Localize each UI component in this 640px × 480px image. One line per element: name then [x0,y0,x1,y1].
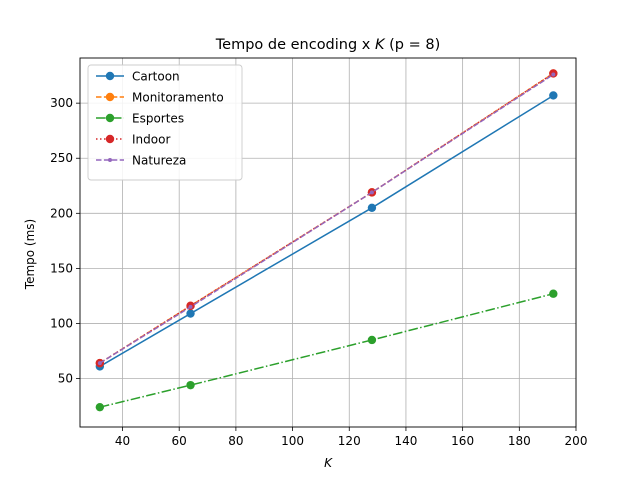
legend: Cartoon Monitoramento Esportes Indoor Nature… [87,64,243,181]
legend-marker [105,134,115,144]
legend-label: Monitoramento [132,91,224,105]
legend-item: Cartoon [96,70,180,84]
data-point [549,91,558,100]
legend-item: Monitoramento [96,91,224,105]
x-tick-label: 60 [172,434,187,448]
legend-item: Indoor [96,133,170,147]
legend-item: Natureza [96,154,186,168]
x-tick-label: 40 [115,434,130,448]
data-point [186,309,195,318]
x-axis-title: K [324,456,333,470]
y-tick-label: 50 [58,372,73,386]
y-tick-label: 300 [50,96,73,110]
data-point [549,289,558,298]
data-point [97,361,102,366]
legend-label: Indoor [132,133,170,147]
legend-marker [105,92,115,102]
x-tick-label: 140 [394,434,417,448]
plot-frame [79,57,577,428]
x-tick-label: 80 [228,434,243,448]
series-line [99,73,554,364]
legend-label: Cartoon [132,70,180,84]
y-tick-label: 200 [50,206,73,220]
y-tick-label: 250 [50,151,73,165]
series-natureza [97,72,556,366]
axes: 40 60 80 100 120 140 160 180 200 50 100 150 200 250 30… [50,57,588,448]
data-point [95,402,105,412]
legend-label: Natureza [132,154,186,168]
x-tick-label: 120 [338,434,361,448]
series-cartoon [95,91,558,371]
data-point [369,190,374,195]
data-point [367,203,377,213]
data-point [186,380,195,390]
y-tick-label: 150 [50,261,73,275]
data-point [188,304,193,309]
y-tick-label: 100 [50,316,73,330]
chart-title: Tempo de encoding x K (p = 8) [215,37,441,53]
legend-box [87,64,243,181]
x-tick-label: 100 [281,434,304,448]
series-group [95,69,558,412]
legend-marker [108,158,112,162]
x-tick-label: 180 [508,434,531,448]
series-line [99,94,554,368]
legend-marker [105,71,115,81]
legend-item: Esportes [96,112,184,126]
y-axis-title: Tempo (ms) [23,219,37,290]
x-tick-label: 160 [451,434,474,448]
legend-marker [105,113,115,123]
x-tick-label: 200 [565,434,588,448]
data-point [551,72,556,77]
legend-label: Esportes [132,112,184,126]
data-point [367,335,377,345]
series-esportes [95,289,558,412]
series-line [99,292,554,408]
